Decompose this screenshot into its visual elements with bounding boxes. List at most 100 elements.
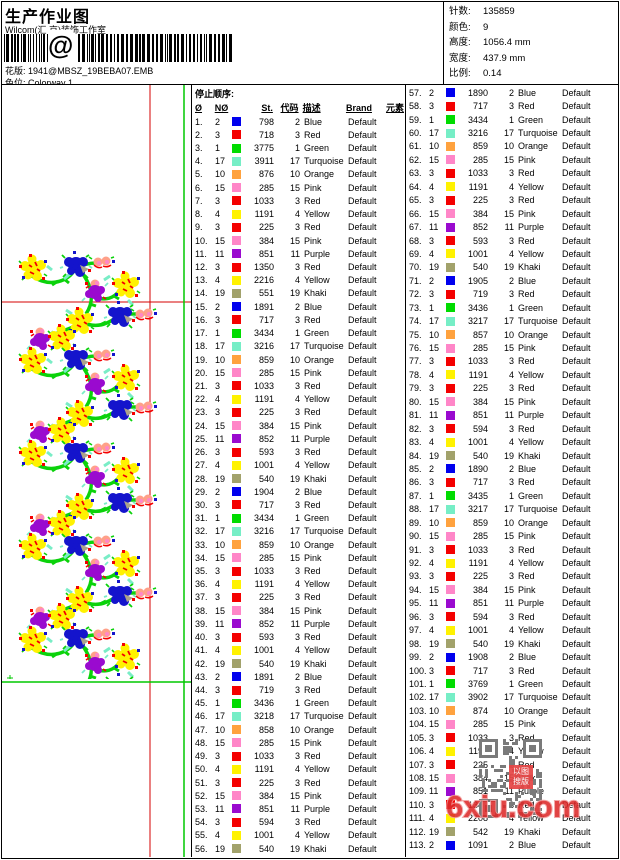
- info-row: 比例: 0.14: [449, 66, 531, 82]
- color-code: 2: [294, 116, 300, 127]
- color-description: Red: [518, 289, 535, 300]
- color-description: Khaki: [304, 658, 327, 669]
- color-description: Blue: [518, 840, 537, 851]
- color-description: Khaki: [518, 262, 541, 273]
- color-code: 15: [490, 773, 514, 783]
- brand-value: Default: [562, 773, 591, 784]
- needle-number: 3: [429, 571, 435, 582]
- color-code: 11: [504, 786, 514, 797]
- thread-color-swatch: [446, 128, 455, 138]
- brand-value: Default: [348, 341, 377, 352]
- thread-color-swatch: [232, 645, 241, 655]
- color-description: Turquoise: [304, 526, 344, 537]
- stop-row: 100. 3 717 3 Red Default: [407, 664, 618, 677]
- thread-color-swatch: [232, 407, 241, 417]
- thread-color-swatch: [232, 222, 241, 232]
- thread-color-swatch: [232, 143, 241, 153]
- color-description: Pink: [304, 235, 322, 246]
- brand-value: Default: [348, 380, 377, 391]
- thread-color-swatch: [446, 424, 455, 434]
- stitch-count: 1001: [467, 625, 488, 636]
- color-description: Yellow: [304, 645, 330, 656]
- color-description: Pink: [304, 552, 322, 563]
- brand-value: Default: [562, 114, 591, 125]
- stop-row: 57. 2 1890 2 Blue Default: [407, 86, 618, 99]
- needle-number: 3: [215, 195, 221, 206]
- stop-number: 34.: [195, 552, 208, 563]
- stop-number: 94.: [409, 584, 422, 595]
- color-code: 3: [508, 101, 514, 112]
- stop-number: 2.: [195, 129, 203, 140]
- color-code: 15: [503, 584, 514, 595]
- stop-number: 32.: [195, 526, 208, 537]
- stop-number: 81.: [409, 410, 422, 421]
- stop-number: 26.: [195, 447, 208, 458]
- stop-number: 58.: [409, 101, 422, 112]
- thread-color-swatch: [232, 236, 241, 246]
- stop-row: 47. 10 858 10 Orange Default: [193, 723, 404, 736]
- stitch-count: 384: [258, 790, 274, 801]
- thread-color-swatch: [232, 421, 241, 431]
- color-description: Red: [518, 195, 535, 206]
- stitch-count: 1191: [254, 394, 274, 405]
- brand-value: Default: [562, 262, 591, 273]
- brand-value: Default: [348, 513, 377, 524]
- color-description: Red: [518, 611, 535, 622]
- color-code: 2: [508, 87, 514, 98]
- stop-number: 61.: [409, 141, 422, 152]
- thread-color-swatch: [232, 196, 241, 206]
- stop-row: 50. 4 1191 4 Yellow Default: [193, 763, 404, 776]
- thread-color-swatch: [446, 666, 455, 676]
- stitch-count: 225: [472, 383, 488, 394]
- needle-number: 19: [215, 658, 226, 669]
- stop-row: 110.313423RedDefault: [407, 798, 618, 811]
- stitch-count: 1033: [253, 380, 274, 391]
- needle-number: 15: [215, 235, 226, 246]
- needle-number: 4: [429, 369, 435, 380]
- stop-row: 70. 19 540 19 Khaki Default: [407, 261, 618, 274]
- needle-number: 15: [429, 719, 440, 730]
- color-code: 11: [504, 222, 514, 233]
- needle-number: 4: [215, 645, 221, 656]
- stitch-count: 225: [258, 592, 274, 603]
- color-code: 3: [294, 380, 300, 391]
- stop-number: 27.: [195, 460, 208, 471]
- stop-number: 48.: [195, 737, 208, 748]
- color-description: Blue: [518, 87, 537, 98]
- stitch-count: 1033: [253, 566, 274, 577]
- thread-color-swatch: [232, 130, 241, 140]
- stop-number: 69.: [409, 248, 422, 259]
- needle-number: 11: [429, 786, 439, 797]
- stop-number: 44.: [195, 685, 208, 696]
- stop-row: 105. 3 1033 3 Red Default: [407, 731, 618, 744]
- stop-row: 22. 4 1191 4 Yellow Default: [193, 393, 404, 406]
- stop-row: 56. 19 540 19 Khaki Default: [193, 842, 404, 855]
- stitch-count: 285: [258, 182, 274, 193]
- design-table-divider: [191, 84, 192, 857]
- color-code: 11: [504, 598, 514, 609]
- stitch-count: 2216: [253, 275, 274, 286]
- color-description: Green: [304, 143, 330, 154]
- stop-number: 42.: [195, 658, 208, 669]
- color-code: 4: [508, 181, 514, 192]
- brand-value: Default: [348, 262, 377, 273]
- color-description: Red: [304, 195, 321, 206]
- thread-color-swatch: [232, 460, 241, 470]
- stop-number: 16.: [195, 314, 208, 325]
- stitch-count: 717: [472, 477, 488, 488]
- color-code: 3: [490, 800, 514, 810]
- stop-row: 76. 15 285 15 Pink Default: [407, 341, 618, 354]
- needle-number: 3: [215, 314, 221, 325]
- color-description: Orange: [518, 329, 549, 340]
- color-code: 3: [294, 262, 300, 273]
- thread-color-swatch: [446, 545, 455, 555]
- stitch-count: 719: [472, 289, 488, 300]
- stop-row: 9. 3 225 3 Red Default: [193, 221, 404, 234]
- thread-color-swatch: [446, 88, 455, 98]
- stop-number: 80.: [409, 396, 422, 407]
- color-code: 3: [294, 447, 300, 458]
- color-description: Green: [518, 490, 544, 501]
- color-description: Red: [304, 407, 321, 418]
- stop-number: 62.: [409, 154, 422, 165]
- brand-value: Default: [348, 156, 377, 167]
